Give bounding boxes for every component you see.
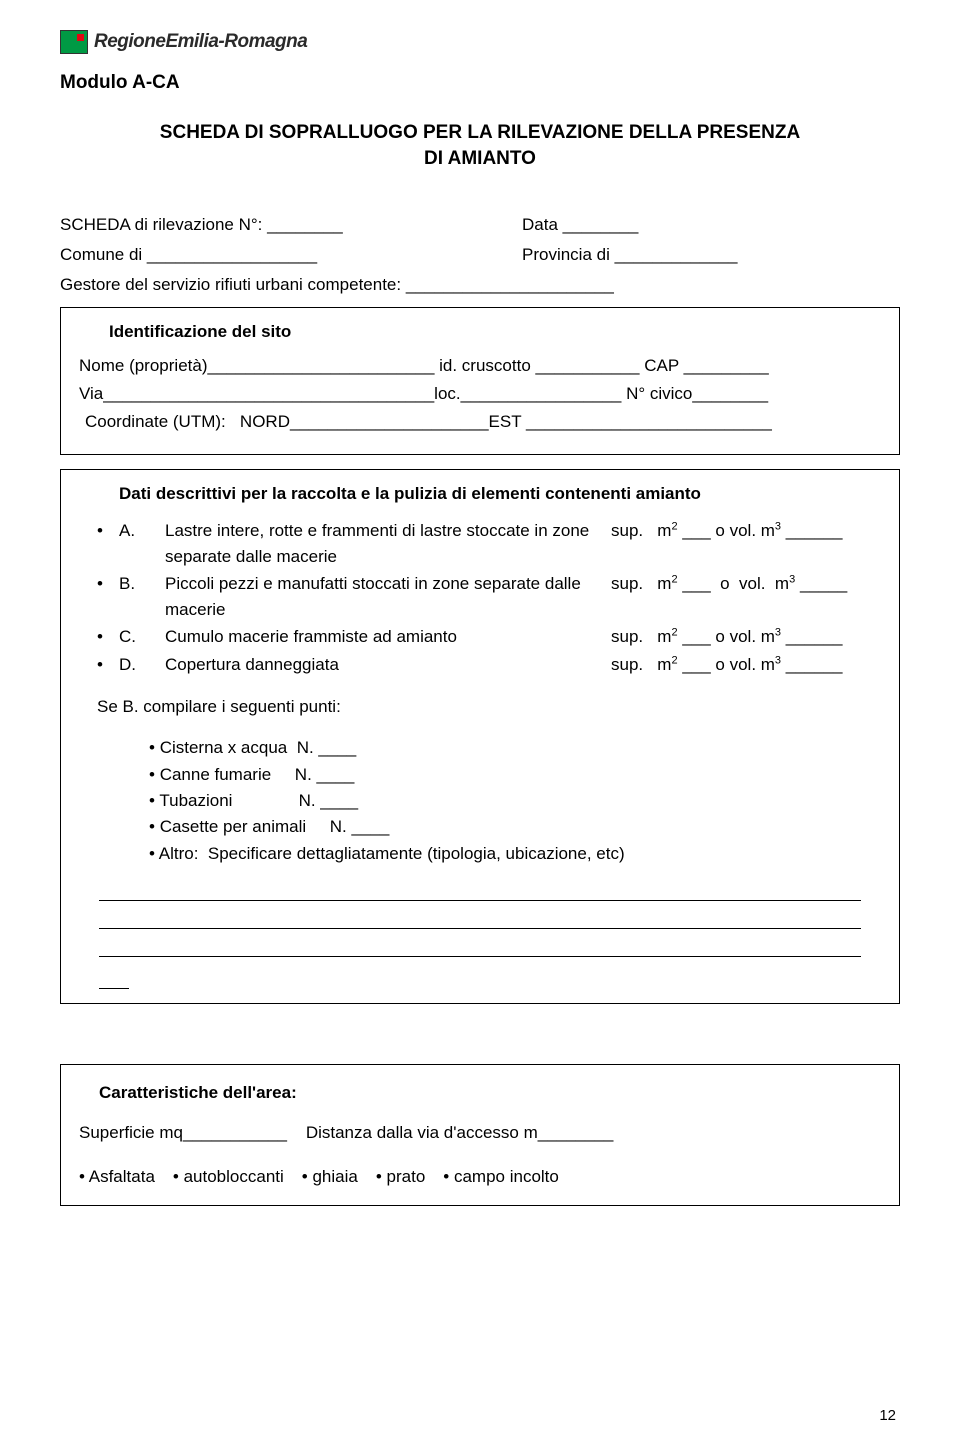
bullet-icon: •: [79, 571, 119, 622]
item-b-measure[interactable]: sup. m2 ___ o vol. m3 _____: [611, 571, 881, 622]
page-title: SCHEDA DI SOPRALLUOGO PER LA RILEVAZIONE…: [150, 120, 810, 171]
altro-label: Altro: Specificare dettagliatamente (tip…: [159, 844, 625, 863]
bullet-icon: •: [79, 518, 119, 569]
box1-title: Identificazione del sito: [79, 322, 881, 342]
comune-field[interactable]: Comune di __________________: [60, 245, 522, 265]
surface-asfaltata[interactable]: Asfaltata: [79, 1167, 155, 1187]
item-a-desc: Lastre intere, rotte e frammenti di last…: [165, 518, 611, 569]
page: RegioneEmilia-Romagna Modulo A-CA SCHEDA…: [0, 0, 960, 1446]
cisterna-field[interactable]: • Cisterna x acqua N. ____: [79, 735, 881, 761]
page-number: 12: [879, 1407, 896, 1424]
tubazioni-label: Tubazioni N. ____: [159, 791, 358, 810]
cisterna-label: Cisterna x acqua N. ____: [160, 738, 357, 757]
module-label: Modulo A-CA: [60, 72, 900, 94]
item-d: • D. Copertura danneggiata sup. m2 ___ o…: [79, 652, 881, 678]
item-b-letter: B.: [119, 571, 165, 622]
via-field[interactable]: Via___________________________________lo…: [79, 384, 881, 404]
row-comune: Comune di __________________ Provincia d…: [60, 245, 900, 265]
surface-types: Asfaltata autobloccanti ghiaia prato cam…: [79, 1167, 881, 1187]
surface-ghiaia[interactable]: ghiaia: [302, 1167, 358, 1187]
item-b-desc: Piccoli pezzi e manufatti stoccati in zo…: [165, 571, 611, 622]
canne-label: Canne fumarie N. ____: [160, 765, 355, 784]
bullet-icon: •: [79, 652, 119, 678]
altro-field[interactable]: • Altro: Specificare dettagliatamente (t…: [79, 841, 881, 867]
data-field[interactable]: Data ________: [522, 215, 900, 235]
superficie-field[interactable]: Superficie mq___________ Distanza dalla …: [79, 1123, 881, 1143]
items-list: • A. Lastre intere, rotte e frammenti di…: [79, 518, 881, 677]
surface-autobloccanti[interactable]: autobloccanti: [173, 1167, 284, 1187]
item-a-letter: A.: [119, 518, 165, 569]
bullet-icon: •: [79, 624, 119, 650]
box-caratteristiche: Caratteristiche dell'area: Superficie mq…: [60, 1064, 900, 1206]
item-d-letter: D.: [119, 652, 165, 678]
box-dati-descrittivi: Dati descrittivi per la raccolta e la pu…: [60, 469, 900, 1004]
box-identificazione: Identificazione del sito Nome (proprietà…: [60, 307, 900, 455]
coord-field[interactable]: Coordinate (UTM): NORD__________________…: [79, 412, 881, 432]
casette-label: Casette per animali N. ____: [160, 817, 390, 836]
casette-field[interactable]: • Casette per animali N. ____: [79, 814, 881, 840]
logo-text: RegioneEmilia-Romagna: [94, 31, 307, 53]
seb-label: Se B. compilare i seguenti punti:: [97, 697, 881, 717]
logo-icon: [60, 30, 88, 54]
sub-bullet-list: • Cisterna x acqua N. ____ • Canne fumar…: [79, 735, 881, 867]
short-line[interactable]: [99, 967, 129, 989]
item-a: • A. Lastre intere, rotte e frammenti di…: [79, 518, 881, 569]
item-c: • C. Cumulo macerie frammiste ad amianto…: [79, 624, 881, 650]
canne-field[interactable]: • Canne fumarie N. ____: [79, 762, 881, 788]
item-d-measure[interactable]: sup. m2 ___ o vol. m3 ______: [611, 652, 881, 678]
surface-campo[interactable]: campo incolto: [443, 1167, 559, 1187]
provincia-field[interactable]: Provincia di _____________: [522, 245, 900, 265]
box3-title: Caratteristiche dell'area:: [79, 1083, 881, 1103]
item-a-measure[interactable]: sup. m2 ___ o vol. m3 ______: [611, 518, 881, 569]
nome-field[interactable]: Nome (proprietà)________________________…: [79, 356, 881, 376]
free-lines[interactable]: [99, 877, 861, 957]
surface-prato[interactable]: prato: [376, 1167, 425, 1187]
scheda-number-field[interactable]: SCHEDA di rilevazione N°: ________: [60, 215, 522, 235]
item-c-measure[interactable]: sup. m2 ___ o vol. m3 ______: [611, 624, 881, 650]
row-scheda: SCHEDA di rilevazione N°: ________ Data …: [60, 215, 900, 235]
tubazioni-field[interactable]: • Tubazioni N. ____: [79, 788, 881, 814]
item-c-letter: C.: [119, 624, 165, 650]
logo-bar: RegioneEmilia-Romagna: [60, 30, 900, 54]
item-c-desc: Cumulo macerie frammiste ad amianto: [165, 624, 611, 650]
box2-title: Dati descrittivi per la raccolta e la pu…: [79, 484, 881, 504]
gestore-field[interactable]: Gestore del servizio rifiuti urbani comp…: [60, 275, 900, 295]
item-d-desc: Copertura danneggiata: [165, 652, 611, 678]
item-b: • B. Piccoli pezzi e manufatti stoccati …: [79, 571, 881, 622]
